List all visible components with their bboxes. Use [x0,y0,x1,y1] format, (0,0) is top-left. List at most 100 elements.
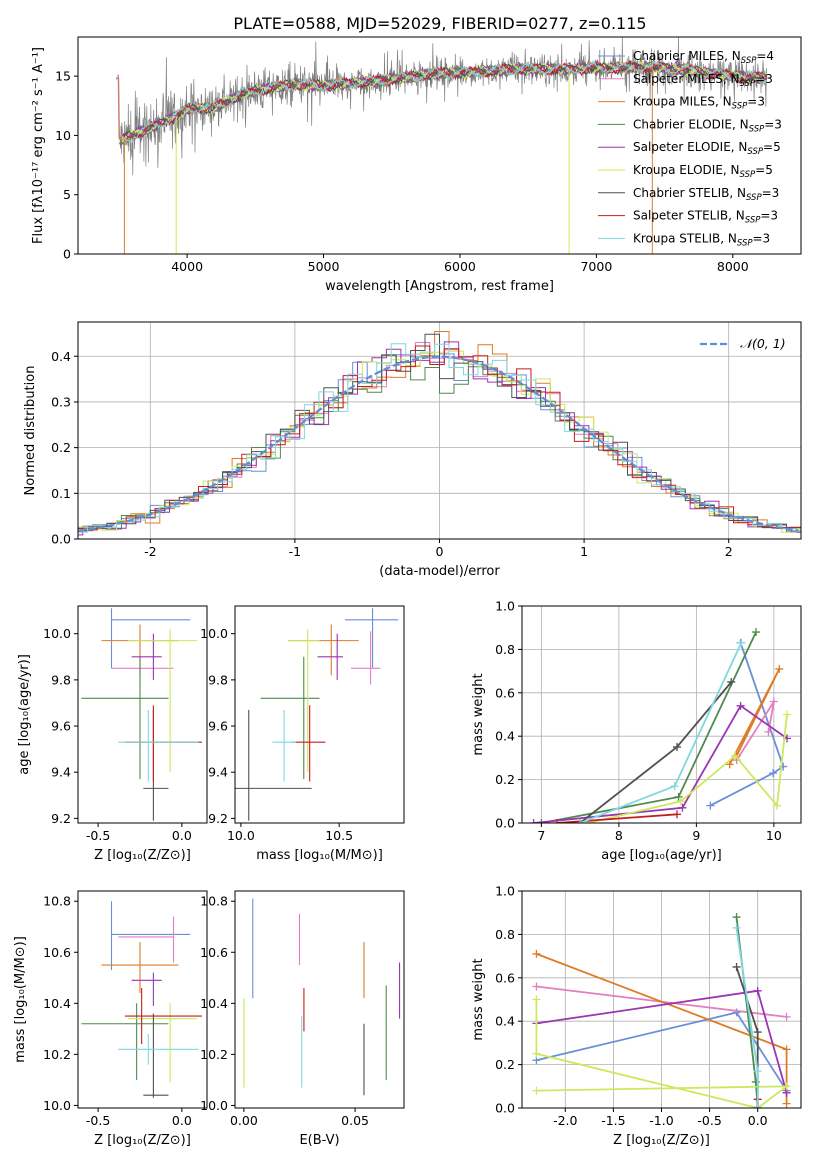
x-axis-label: Z [log₁₀(Z/Z⊙)] [94,1133,191,1148]
series-marker [674,792,683,801]
y-tick-label: 9.4 [208,765,228,780]
plot-area [532,913,791,1108]
y-tick-label: 0 [63,247,71,262]
x-axis-label: E(B-V) [299,1133,339,1148]
residuals-panel: -2 -1 0 1 2 0.0 0.1 0.2 0.3 0.4 (data-model)/error… [23,321,802,579]
plot-area [235,608,399,821]
legend-label: Salpeter ELODIE, NSSP=5 [633,140,781,157]
y-tick-label: 10.0 [200,1098,228,1113]
x-axis-label: age [log₁₀(age/yr)] [601,848,722,863]
histogram-step-line [78,341,801,536]
legend: Chabrier MILES, NSSP=4 Salpeter MILES, NS… [598,49,782,248]
x-tick-label: 10.0 [227,828,255,843]
y-tick-label: 0.2 [495,1057,515,1072]
legend-label: Kroupa STELIB, NSSP=3 [633,231,770,248]
mass-vs-ebv-panel: 0.00 0.05 10.0 10.2 10.4 10.6 10.8 E(B-V) [200,890,405,1148]
series-line [587,714,788,823]
x-tick-label: 2 [725,544,733,559]
series-marker [706,801,715,810]
y-tick-label: 10.8 [200,894,228,909]
x-tick-label: -0.5 [697,1113,721,1128]
legend: 𝒩(0, 1) [700,336,786,351]
y-tick-label: 9.4 [51,765,71,780]
x-tick-label: -0.5 [86,828,110,843]
x-tick-label: 10.5 [325,828,353,843]
x-axis-label: Z [log₁₀(Z/Z⊙)] [613,1133,710,1148]
x-tick-label: -0.5 [86,1113,110,1128]
series-marker [676,797,685,806]
y-tick-label: 0.8 [495,927,515,942]
series-marker [782,1099,791,1108]
plot-area [81,901,202,1098]
y-tick-label: 10 [55,128,71,143]
x-tick-label: -1.5 [601,1113,625,1128]
y-tick-label: 10.4 [43,996,71,1011]
series-marker [782,1012,791,1021]
x-tick-label: 0.05 [341,1113,369,1128]
axes-frame [77,36,802,255]
x-tick-label: 1 [580,544,588,559]
x-tick-label: 0.0 [172,1113,192,1128]
y-tick-label: 10.0 [43,626,71,641]
y-tick-label: 0.8 [495,642,515,657]
series-marker [678,803,687,812]
x-axis-label: mass [log₁₀(M/M⊙)] [256,848,383,863]
y-tick-label: 9.8 [208,672,228,687]
series-marker [732,962,741,971]
series-marker [782,1082,791,1091]
legend-label: Chabrier ELODIE, NSSP=3 [633,117,782,134]
x-tick-label: -1 [289,544,301,559]
x-tick-label: 5000 [308,259,340,274]
series-marker [673,743,681,752]
axes-frame [234,605,405,824]
y-axis-label: Flux [fλ10⁻¹⁷ erg cm⁻² s⁻¹ A⁻¹] [31,47,46,244]
legend-label: Chabrier STELIB, NSSP=3 [633,186,779,203]
series-marker [532,1049,541,1058]
series-marker [783,710,792,719]
y-tick-label: 0.4 [51,349,71,364]
axes-frame [521,890,802,1109]
y-tick-label: 0.2 [495,772,515,787]
y-tick-label: 9.2 [51,811,71,826]
series-marker [769,697,778,706]
legend-label: Salpeter MILES, NSSP=3 [633,72,773,89]
y-tick-label: 9.6 [208,719,228,734]
x-tick-label: 8000 [717,259,749,274]
y-tick-label: 10.6 [43,945,71,960]
y-axis-label: age [log₁₀(age/yr)] [17,654,32,775]
age-vs-z-panel: -0.5 0.0 9.2 9.4 9.6 9.8 10.0 Z [log₁₀(Z/Z⊙)] ag… [17,605,208,863]
series-marker [532,949,541,958]
axes-frame [77,321,802,540]
series-marker [782,1045,791,1054]
axes-frame [77,605,208,824]
series-marker [731,751,740,760]
x-tick-label: 4000 [171,259,203,274]
y-tick-label: 0.0 [495,816,515,831]
series-marker [670,782,679,791]
series-marker [772,801,781,810]
y-tick-label: 0.4 [495,729,515,744]
legend-label: 𝒩(0, 1) [740,336,786,351]
x-tick-label: 10 [766,828,782,843]
y-axis-label: mass weight [471,673,486,755]
x-tick-label: 9 [692,828,700,843]
y-tick-label: 5 [63,187,71,202]
plot-area [115,37,768,254]
series-marker [764,727,773,736]
model-spectrum-line [119,60,768,146]
y-tick-label: 10.2 [43,1047,71,1062]
series-marker [736,701,745,710]
x-axis-label: wavelength [Angstrom, rest frame] [325,279,554,294]
y-tick-label: 0.0 [51,532,71,547]
normal-curve-line [78,355,799,533]
y-tick-label: 0.4 [495,1014,515,1029]
model-spectrum-line [122,59,768,139]
legend-label: Kroupa ELODIE, NSSP=5 [633,163,773,180]
series-marker [537,819,546,823]
y-tick-label: 0.6 [495,685,515,700]
series-marker [775,664,784,673]
y-tick-label: 10.2 [200,1047,228,1062]
x-tick-label: -2.0 [553,1113,577,1128]
